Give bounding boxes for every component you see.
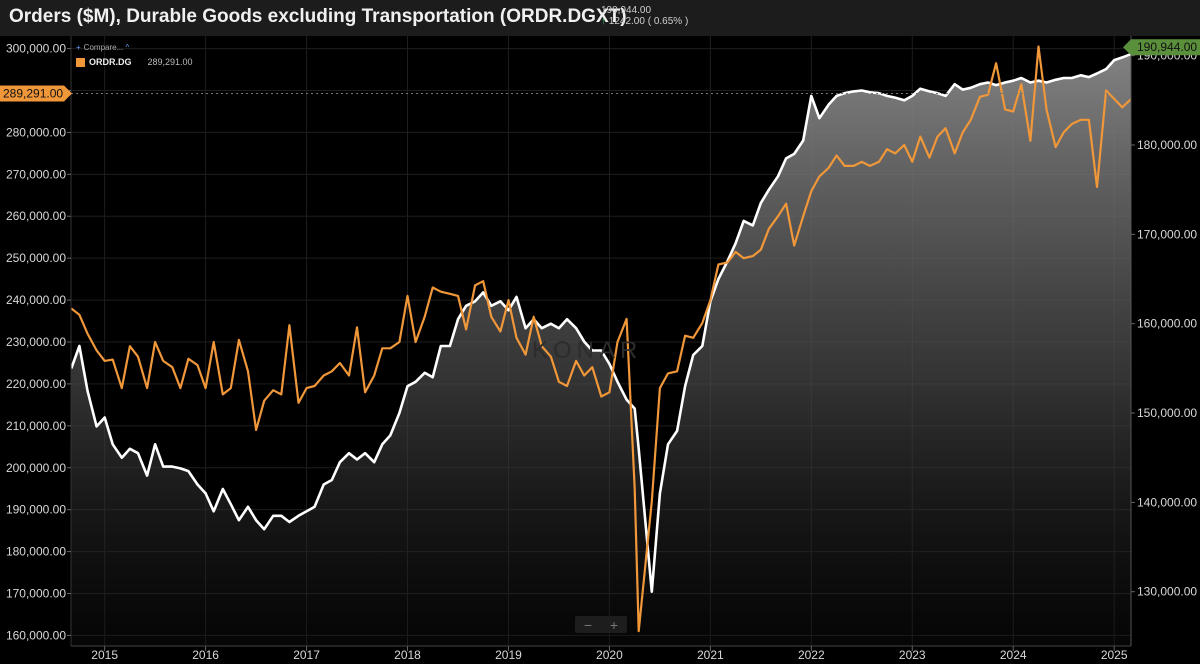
x-axis: 2015 2016 2017 2018 2019 2020 2021 2022 2023 2024… [71,645,1131,662]
series-line-dg [71,45,1131,633]
legend-swatch [76,57,85,67]
right-tick-label: 140,000.00 [1137,495,1197,509]
x-tick-label: 2025 [1101,648,1128,662]
zoom-in-button[interactable]: + [609,616,619,633]
plus-icon: + [76,43,81,52]
left-tick-label: 280,000.00 [6,125,66,139]
legend-item[interactable]: ORDR.DG 289,291.00 [76,57,193,67]
quote-box: 190,944.00 ↑ 1242.00 ( 0.65% ) [601,5,688,27]
x-tick-label: 2016 [192,648,219,662]
right-tick-label: 130,000.00 [1137,585,1197,599]
chevron-up-icon: ^ [125,43,130,52]
compare-button[interactable]: + Compare... ^ [76,43,193,52]
left-tick-label: 270,000.00 [6,167,66,181]
legend-symbol: ORDR.DG [89,57,132,67]
left-tick-label: 180,000.00 [6,545,66,559]
arrow-up-icon: ↑ [601,16,606,27]
series-line-dgxt [71,52,1131,593]
x-tick-label: 2024 [1000,648,1027,662]
left-tick-label: 260,000.00 [6,209,66,223]
left-tick-label: 300,000.00 [6,42,66,56]
x-tick-label: 2019 [495,648,522,662]
zoom-control: − + [575,616,627,633]
x-tick-label: 2015 [91,648,118,662]
right-value-badge [1123,39,1200,56]
right-axis: 130,000.00 140,000.00 150,000.00 160,000.00… [1131,49,1197,599]
area-fill-dgxt [71,54,1131,646]
left-tick-label: 230,000.00 [6,335,66,349]
x-tick-label: 2022 [798,648,825,662]
right-tick-label: 180,000.00 [1137,138,1197,152]
last-value: 190,944.00 [601,5,652,16]
legend-value: 289,291.00 [147,57,193,67]
left-tick-label: 160,000.00 [6,628,66,642]
right-tick-label: 160,000.00 [1137,317,1197,331]
left-tick-label: 190,000.00 [6,503,66,517]
right-tick-label: 170,000.00 [1137,227,1197,241]
right-tick-label: 150,000.00 [1137,406,1197,420]
x-tick-label: 2023 [899,648,926,662]
zoom-out-button[interactable]: − [583,616,593,633]
x-tick-label: 2020 [596,648,623,662]
change-value: 1242.00 ( 0.65% ) [608,16,689,27]
left-tick-label: 240,000.00 [6,293,66,307]
chart-title: Orders ($M), Durable Goods excluding Tra… [9,6,627,27]
left-tick-label: 220,000.00 [6,377,66,391]
compare-label: Compare... [83,43,124,52]
right-badge-text: 190,944.00 [1137,40,1197,54]
chart-canvas[interactable]: 160,000.00 170,000.00 180,000.00 190,000.00… [0,36,1200,664]
area-layer [71,54,1131,646]
left-tick-label: 250,000.00 [6,251,66,265]
left-tick-label: 200,000.00 [6,461,66,475]
left-tick-label: 170,000.00 [6,587,66,601]
left-badge-text: 289,291.00 [3,86,63,100]
x-tick-label: 2021 [697,648,724,662]
watermark: KONAR [532,337,643,364]
left-value-badge [0,85,72,102]
value-badges: 289,291.00 190,944.00 [0,39,1200,102]
left-tick-label: 210,000.00 [6,419,66,433]
x-tick-label: 2018 [394,648,421,662]
lines-layer [71,45,1131,633]
chart-header: Orders ($M), Durable Goods excluding Tra… [0,0,1200,36]
legend: + Compare... ^ ORDR.DG 289,291.00 [76,43,193,67]
x-tick-label: 2017 [293,648,320,662]
left-axis: 160,000.00 170,000.00 180,000.00 190,000.00… [6,42,71,642]
